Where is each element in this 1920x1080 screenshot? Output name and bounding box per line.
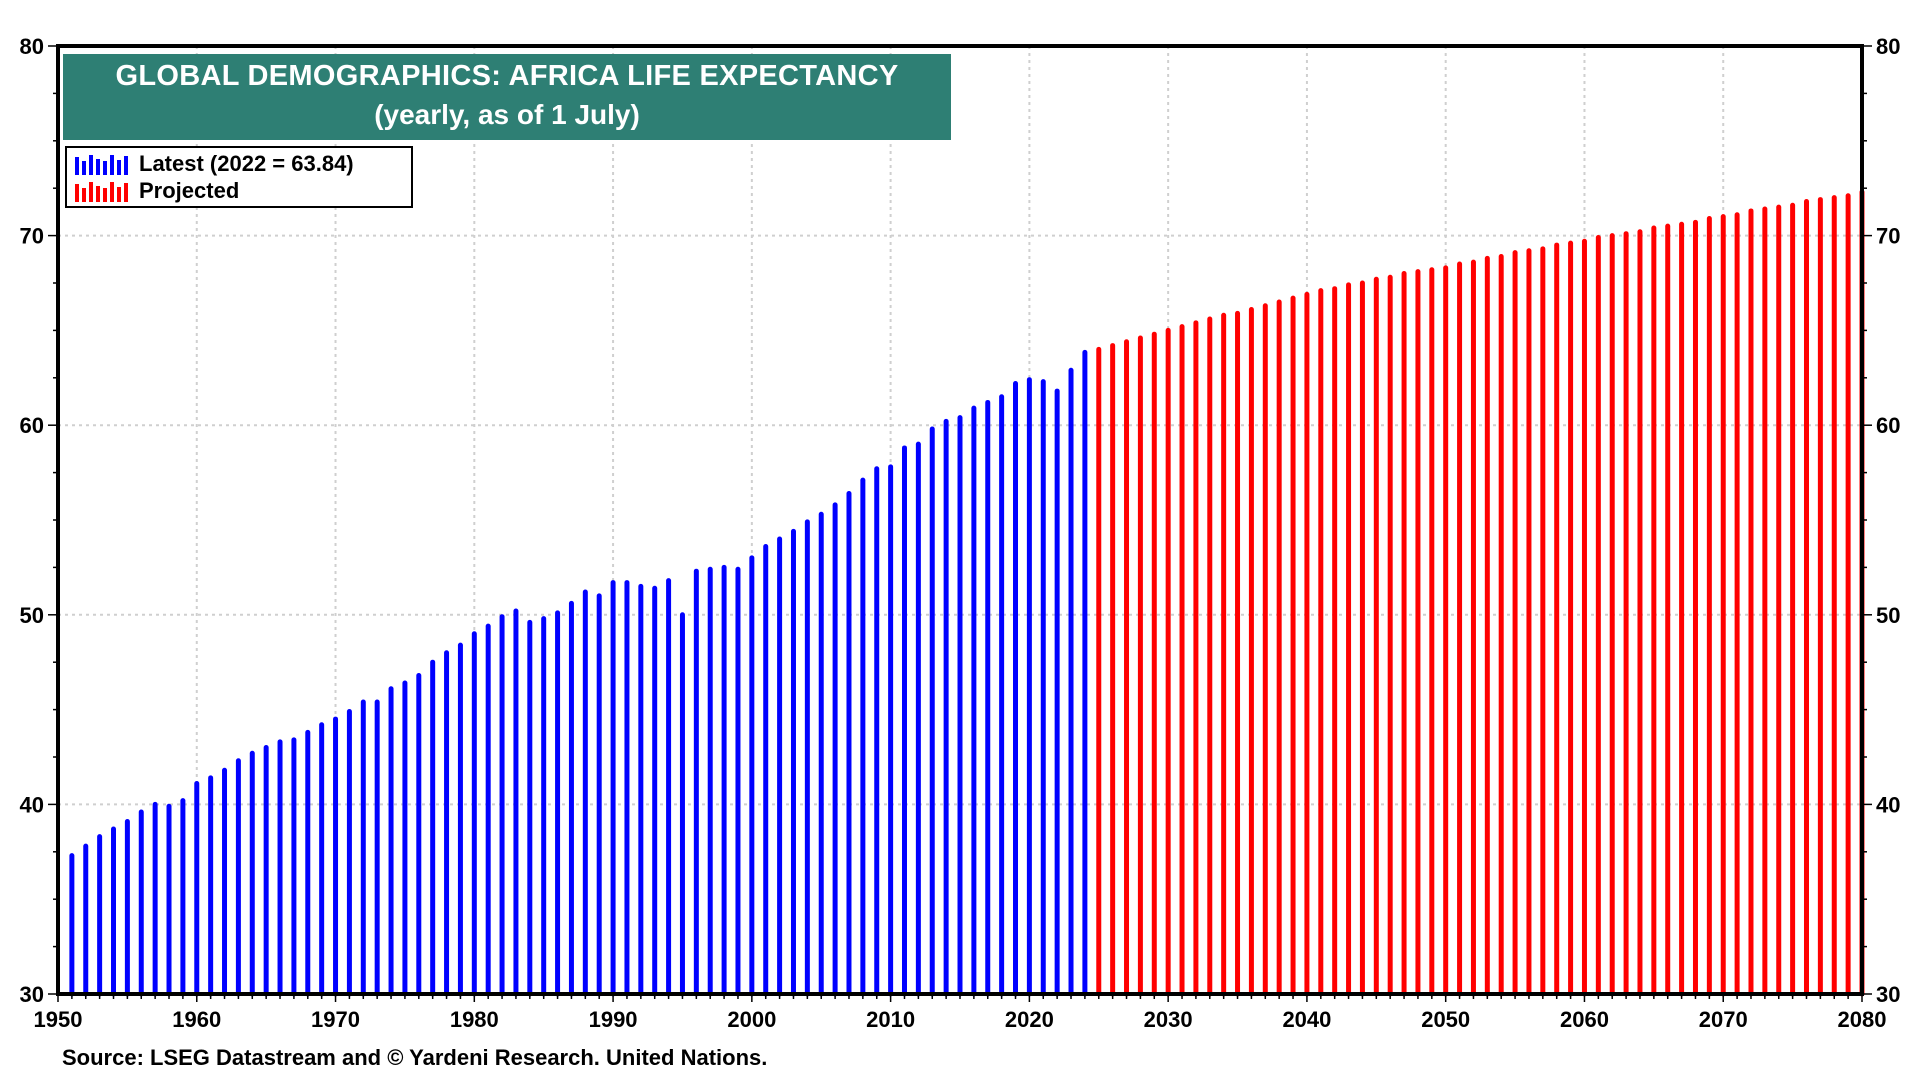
chart-title-box: GLOBAL DEMOGRAPHICS: AFRICA LIFE EXPECTA…: [63, 54, 951, 140]
bars: [69, 189, 1865, 997]
y-tick-label: 30: [20, 982, 44, 1007]
y-axis-left: 30 40 50 60 70 80: [20, 34, 44, 1007]
y-tick-label: 30: [1876, 982, 1900, 1007]
y-tick-label: 40: [1876, 792, 1900, 817]
legend-item-projected: Projected: [75, 178, 239, 204]
y-tick-label: 50: [20, 603, 44, 628]
y-tick-label: 60: [1876, 413, 1900, 438]
y-tick-label: 80: [1876, 34, 1900, 59]
x-tick-label: 2000: [727, 1007, 776, 1032]
x-tick-label: 2020: [1005, 1007, 1054, 1032]
x-tick-label: 1950: [34, 1007, 83, 1032]
x-tick-label: 1960: [172, 1007, 221, 1032]
legend: Latest (2022 = 63.84) Projected: [65, 146, 413, 208]
x-axis: 1950 1960 1970 1980 1990 2000 2010 2020 2030 2040…: [34, 1007, 1887, 1032]
y-tick-label: 70: [1876, 224, 1900, 249]
x-tick-label: 2010: [866, 1007, 915, 1032]
x-tick-label: 2080: [1838, 1007, 1887, 1032]
x-tick-label: 2050: [1421, 1007, 1470, 1032]
y-tick-label: 50: [1876, 603, 1900, 628]
x-tick-label: 2060: [1560, 1007, 1609, 1032]
y-tick-label: 80: [20, 34, 44, 59]
x-tick-label: 2070: [1699, 1007, 1748, 1032]
legend-swatch-latest-icon: [75, 153, 129, 175]
x-tick-label: 1990: [589, 1007, 638, 1032]
legend-label-latest: Latest (2022 = 63.84): [139, 151, 354, 176]
x-tick-label: 1970: [311, 1007, 360, 1032]
y-tick-label: 40: [20, 792, 44, 817]
legend-swatch-projected-icon: [75, 180, 129, 202]
y-tick-label: 70: [20, 224, 44, 249]
x-tick-label: 2040: [1282, 1007, 1331, 1032]
y-axis-right: 30 40 50 60 70 80: [1876, 34, 1900, 1007]
x-tick-label: 1980: [450, 1007, 499, 1032]
source-note: Source: LSEG Datastream and © Yardeni Re…: [62, 1045, 768, 1070]
chart-title: GLOBAL DEMOGRAPHICS: AFRICA LIFE EXPECTA…: [115, 60, 899, 92]
y-tick-label: 60: [20, 413, 44, 438]
legend-label-projected: Projected: [139, 178, 240, 203]
x-tick-label: 2030: [1144, 1007, 1193, 1032]
chart-subtitle: (yearly, as of 1 July): [374, 99, 640, 130]
legend-item-latest: Latest (2022 = 63.84): [75, 151, 354, 177]
axis-ticks: [48, 45, 1872, 1002]
